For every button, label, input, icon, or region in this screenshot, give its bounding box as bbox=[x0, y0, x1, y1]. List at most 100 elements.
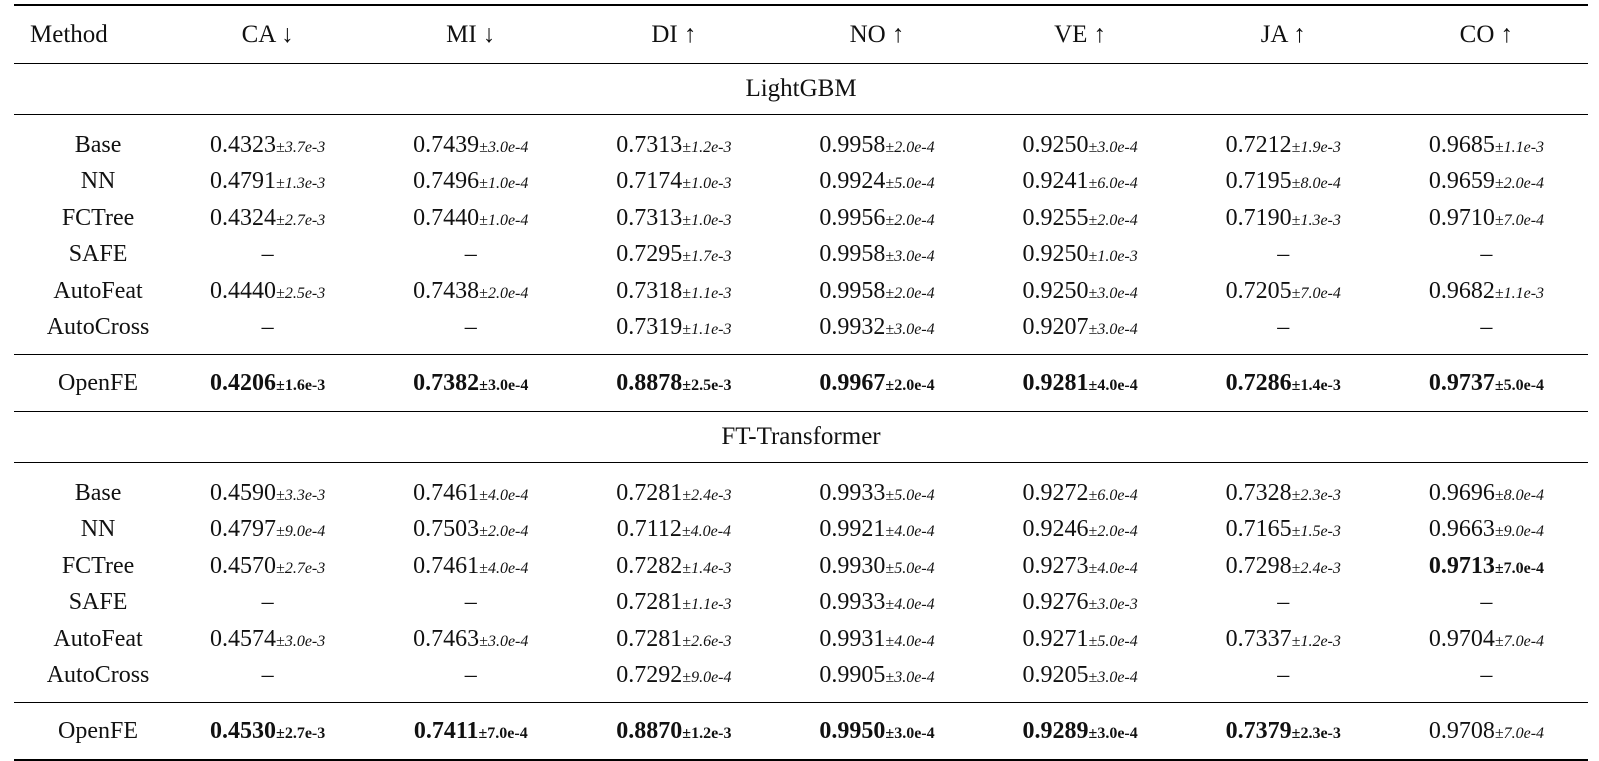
table-cell: 0.4570±2.7e-3 bbox=[166, 548, 369, 585]
cell-value: 0.7319 bbox=[616, 314, 683, 341]
table-cell: – bbox=[1385, 585, 1588, 622]
cell-value: 0.9205 bbox=[1022, 662, 1089, 689]
cell-value: 0.7313 bbox=[616, 204, 683, 231]
cell-value: 0.4797 bbox=[210, 516, 277, 543]
table-cell: 0.9950±3.0e-4 bbox=[775, 703, 978, 761]
cell-std: ±2.0e-4 bbox=[1088, 523, 1138, 541]
cell-std: ±4.0e-4 bbox=[885, 596, 935, 614]
cell-value: 0.9958 bbox=[819, 241, 886, 268]
cell-value: 0.7318 bbox=[616, 277, 683, 304]
cell-value: 0.7292 bbox=[616, 662, 683, 689]
method-label: AutoFeat bbox=[53, 625, 143, 652]
table-cell: 0.4590±3.3e-3 bbox=[166, 463, 369, 512]
table-cell: 0.9704±7.0e-4 bbox=[1385, 621, 1588, 658]
header-row: Method CA ↓ MI ↓ DI ↑ NO ↑ VE ↑ JA ↑ CO ↑ bbox=[14, 5, 1588, 64]
table-cell: 0.9289±3.0e-4 bbox=[979, 703, 1182, 761]
cell-std: ±8.0e-4 bbox=[1291, 175, 1341, 193]
cell-std: ±2.0e-4 bbox=[885, 138, 935, 156]
cell-value: 0.9250 bbox=[1022, 241, 1089, 268]
cell-std: ±9.0e-4 bbox=[276, 523, 326, 541]
results-table-container: Method CA ↓ MI ↓ DI ↑ NO ↑ VE ↑ JA ↑ CO ↑ Light… bbox=[14, 4, 1588, 761]
table-cell: 0.9958±2.0e-4 bbox=[775, 115, 978, 164]
column-header: VE ↑ bbox=[1054, 20, 1107, 48]
table-cell: 0.7463±3.0e-4 bbox=[369, 621, 572, 658]
cell-std: ±2.7e-3 bbox=[276, 724, 326, 742]
cell-std: ±3.0e-3 bbox=[276, 632, 326, 650]
table-row: OpenFE 0.4206±1.6e-3 0.7382±3.0e-4 0.8878±2… bbox=[14, 354, 1588, 412]
table-row: AutoFeat 0.4574±3.0e-3 0.7463±3.0e-4 0.7281… bbox=[14, 621, 1588, 658]
table-cell: 0.9241±6.0e-4 bbox=[979, 164, 1182, 201]
cell-std: ±7.0e-4 bbox=[1494, 632, 1545, 650]
cell-value: 0.7439 bbox=[413, 131, 480, 158]
table-cell: 0.9246±2.0e-4 bbox=[979, 512, 1182, 549]
cell-value: 0.9696 bbox=[1428, 479, 1495, 506]
cell-std: ±2.0e-4 bbox=[885, 284, 935, 302]
table-cell: 0.9205±3.0e-4 bbox=[979, 658, 1182, 703]
cell-std: ±3.0e-4 bbox=[479, 632, 529, 650]
cell-value: 0.7461 bbox=[413, 479, 480, 506]
cell-value: 0.7281 bbox=[616, 479, 683, 506]
cell-value: 0.7411 bbox=[413, 717, 479, 744]
table-cell: 0.9250±3.0e-4 bbox=[979, 273, 1182, 310]
table-cell: – bbox=[369, 658, 572, 703]
cell-value: – bbox=[1277, 662, 1290, 689]
table-cell: 0.7282±1.4e-3 bbox=[572, 548, 775, 585]
table-cell: 0.9930±5.0e-4 bbox=[775, 548, 978, 585]
cell-value: – bbox=[1277, 241, 1290, 268]
cell-value: 0.9933 bbox=[819, 589, 886, 616]
table-cell: 0.9956±2.0e-4 bbox=[775, 200, 978, 237]
table-cell: 0.9924±5.0e-4 bbox=[775, 164, 978, 201]
table-cell: 0.4574±3.0e-3 bbox=[166, 621, 369, 658]
cell-value: – bbox=[464, 589, 477, 616]
cell-value: 0.8870 bbox=[616, 717, 683, 744]
table-cell: 0.9932±3.0e-4 bbox=[775, 310, 978, 355]
cell-std: ±1.0e-3 bbox=[682, 211, 732, 229]
cell-std: ±2.3e-3 bbox=[1291, 486, 1341, 504]
table-cell: 0.4323±3.7e-3 bbox=[166, 115, 369, 164]
table-cell: 0.7205±7.0e-4 bbox=[1182, 273, 1385, 310]
cell-std: ±1.3e-3 bbox=[276, 175, 326, 193]
cell-value: 0.7440 bbox=[413, 204, 480, 231]
table-cell: – bbox=[1182, 585, 1385, 622]
table-cell: 0.7281±1.1e-3 bbox=[572, 585, 775, 622]
cell-value: 0.7281 bbox=[616, 589, 683, 616]
table-cell: 0.7319±1.1e-3 bbox=[572, 310, 775, 355]
table-cell: 0.7318±1.1e-3 bbox=[572, 273, 775, 310]
cell-value: 0.9931 bbox=[819, 625, 886, 652]
cell-std: ±7.0e-4 bbox=[1494, 559, 1545, 577]
cell-std: ±1.6e-3 bbox=[276, 376, 326, 394]
table-cell: – bbox=[166, 585, 369, 622]
cell-value: 0.9659 bbox=[1428, 168, 1495, 195]
cell-value: 0.7174 bbox=[616, 168, 683, 195]
table-cell: 0.7195±8.0e-4 bbox=[1182, 164, 1385, 201]
table-cell: 0.9708±7.0e-4 bbox=[1385, 703, 1588, 761]
cell-std: ±2.5e-3 bbox=[276, 284, 326, 302]
cell-std: ±3.0e-4 bbox=[885, 724, 935, 742]
cell-std: ±3.0e-4 bbox=[1088, 321, 1138, 339]
cell-std: ±4.0e-4 bbox=[479, 559, 529, 577]
table-cell: 0.9931±4.0e-4 bbox=[775, 621, 978, 658]
cell-std: ±1.4e-3 bbox=[1291, 376, 1341, 394]
section-header-row: FT-Transformer bbox=[14, 411, 1588, 463]
table-cell: 0.4440±2.5e-3 bbox=[166, 273, 369, 310]
cell-std: ±1.0e-4 bbox=[479, 211, 529, 229]
table-cell: 0.7337±1.2e-3 bbox=[1182, 621, 1385, 658]
method-label: Base bbox=[74, 131, 122, 158]
cell-value: 0.9271 bbox=[1022, 625, 1089, 652]
table-body: LightGBM Base 0.4323±3.7e-3 0.7439±3.0e-4 0.… bbox=[14, 63, 1588, 761]
table-cell: 0.7496±1.0e-4 bbox=[369, 164, 572, 201]
cell-value: 0.7328 bbox=[1225, 479, 1292, 506]
table-cell: – bbox=[1182, 237, 1385, 274]
cell-value: – bbox=[261, 314, 274, 341]
cell-value: 0.9685 bbox=[1428, 131, 1495, 158]
cell-value: 0.7190 bbox=[1225, 204, 1292, 231]
cell-value: 0.9737 bbox=[1428, 369, 1495, 396]
table-cell: 0.9696±8.0e-4 bbox=[1385, 463, 1588, 512]
cell-value: 0.4574 bbox=[210, 625, 277, 652]
table-header: Method CA ↓ MI ↓ DI ↑ NO ↑ VE ↑ JA ↑ CO ↑ bbox=[14, 5, 1588, 64]
cell-value: – bbox=[1480, 589, 1493, 616]
cell-std: ±6.0e-4 bbox=[1088, 175, 1138, 193]
cell-std: ±8.0e-4 bbox=[1494, 486, 1545, 504]
table-cell: 0.8870±1.2e-3 bbox=[572, 703, 775, 761]
cell-value: – bbox=[464, 662, 477, 689]
